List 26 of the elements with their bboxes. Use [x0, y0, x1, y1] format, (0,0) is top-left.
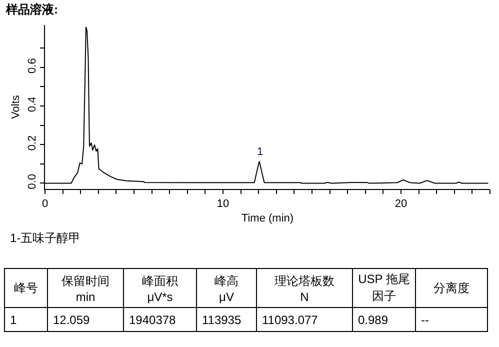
y-tick-label: 0.4: [26, 96, 39, 112]
text: 0.989: [352, 308, 416, 332]
chart-title: 样品溶液:: [4, 2, 58, 17]
text: 分离度: [416, 268, 488, 308]
y-axis-title: Volts: [10, 94, 22, 119]
text: 12.059: [48, 308, 124, 332]
text: 理论塔板数 N: [256, 268, 352, 308]
y-tick-label: 0.2: [26, 135, 39, 151]
text: 1940378: [124, 308, 196, 332]
y-tick-label: 0.6: [26, 58, 39, 74]
text: 保留时间 min: [48, 268, 124, 308]
text: 1-五味子醇甲: [10, 230, 81, 247]
y-tick-label: 0.0: [26, 174, 39, 190]
text: USP 拖尾因子: [352, 268, 416, 308]
text: 峰面积 μV*s: [124, 268, 196, 308]
text: 11093.077: [256, 308, 352, 332]
text: --: [416, 308, 488, 332]
annotation: 1: [257, 146, 264, 158]
x-axis-title: Time (min): [241, 212, 294, 224]
x-tick-label: 0: [42, 198, 48, 210]
text: 113935: [196, 308, 256, 332]
text: 1: [4, 308, 48, 332]
x-tick-label: 20: [394, 198, 408, 210]
text: 峰高 μV: [196, 268, 256, 308]
text: 峰号: [4, 268, 48, 308]
x-tick-label: 10: [216, 198, 230, 210]
